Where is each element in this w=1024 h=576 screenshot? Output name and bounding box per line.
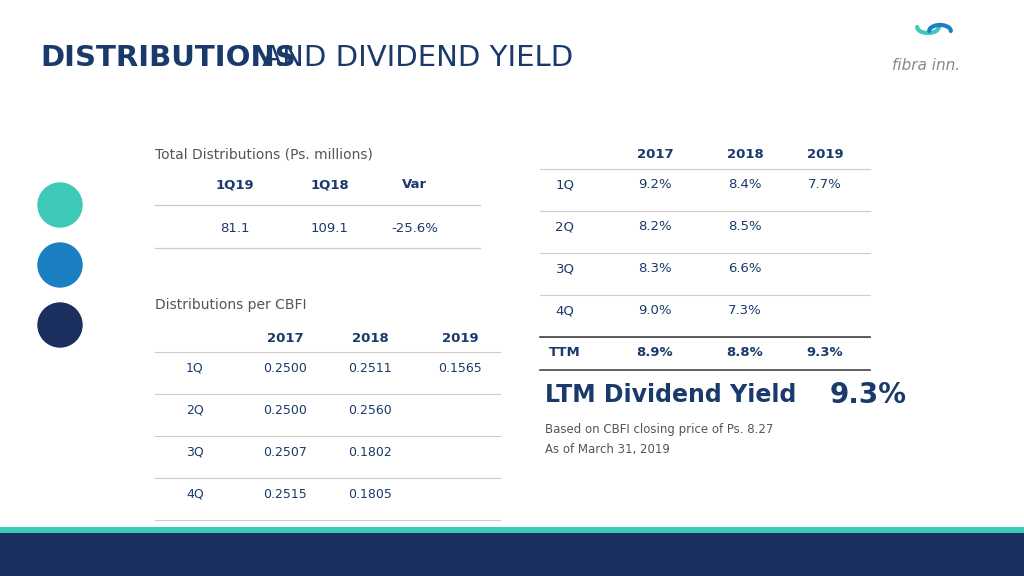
Text: 0.2511: 0.2511 bbox=[348, 362, 392, 374]
Text: Based on CBFI closing price of Ps. 8.27: Based on CBFI closing price of Ps. 8.27 bbox=[545, 423, 773, 437]
Text: 0.1802: 0.1802 bbox=[348, 445, 392, 458]
Text: 9.3%: 9.3% bbox=[830, 381, 907, 409]
Text: 0.2500: 0.2500 bbox=[263, 362, 307, 374]
Text: 3Q: 3Q bbox=[555, 263, 574, 275]
Text: 1Q18: 1Q18 bbox=[310, 179, 349, 191]
Text: 2019: 2019 bbox=[807, 149, 844, 161]
Text: -25.6%: -25.6% bbox=[391, 222, 438, 234]
Text: DISTRIBUTIONS: DISTRIBUTIONS bbox=[40, 44, 296, 72]
Text: 9.0%: 9.0% bbox=[638, 305, 672, 317]
Text: 2018: 2018 bbox=[351, 332, 388, 344]
Text: fibra inn.: fibra inn. bbox=[892, 58, 961, 73]
Ellipse shape bbox=[38, 183, 82, 227]
Text: 2Q: 2Q bbox=[555, 221, 574, 233]
Text: 0.2507: 0.2507 bbox=[263, 445, 307, 458]
Text: 0.2560: 0.2560 bbox=[348, 404, 392, 416]
Text: 2017: 2017 bbox=[266, 332, 303, 344]
Text: Distributions per CBFI: Distributions per CBFI bbox=[155, 298, 306, 312]
Text: Conference Call, April 29, 2019: Conference Call, April 29, 2019 bbox=[30, 547, 248, 559]
Text: 81.1: 81.1 bbox=[220, 222, 250, 234]
Bar bbox=[0, 527, 1024, 533]
Text: Total Distributions (Ps. millions): Total Distributions (Ps. millions) bbox=[155, 148, 373, 162]
Text: LTM Dividend Yield: LTM Dividend Yield bbox=[545, 383, 797, 407]
Text: 109.1: 109.1 bbox=[311, 222, 349, 234]
Text: 8.2%: 8.2% bbox=[638, 221, 672, 233]
Text: 0.1565: 0.1565 bbox=[438, 362, 482, 374]
Text: 1Q: 1Q bbox=[555, 179, 574, 191]
Text: 9.3%: 9.3% bbox=[807, 347, 844, 359]
Text: 7.7%: 7.7% bbox=[808, 179, 842, 191]
Ellipse shape bbox=[38, 303, 82, 347]
Text: As of March 31, 2019: As of March 31, 2019 bbox=[545, 444, 670, 457]
Text: 4: 4 bbox=[978, 544, 990, 562]
Text: Year: Year bbox=[181, 529, 208, 543]
Text: 2017: 2017 bbox=[637, 149, 674, 161]
Text: 1.0025: 1.0025 bbox=[263, 529, 307, 543]
Text: 4Q: 4Q bbox=[186, 487, 204, 501]
Text: 7.3%: 7.3% bbox=[728, 305, 762, 317]
Bar bbox=[0, 530, 1024, 576]
Text: 0.2515: 0.2515 bbox=[263, 487, 307, 501]
Text: 6.6%: 6.6% bbox=[728, 263, 762, 275]
Text: Var: Var bbox=[402, 179, 428, 191]
Text: 2019: 2019 bbox=[441, 332, 478, 344]
Text: 0.8224: 0.8224 bbox=[348, 529, 392, 543]
Text: 2Q: 2Q bbox=[186, 404, 204, 416]
Text: 9.2%: 9.2% bbox=[638, 179, 672, 191]
Text: 3Q: 3Q bbox=[186, 445, 204, 458]
Text: 8.9%: 8.9% bbox=[637, 347, 674, 359]
Text: 2018: 2018 bbox=[727, 149, 763, 161]
Text: 0.2500: 0.2500 bbox=[263, 404, 307, 416]
Text: 8.4%: 8.4% bbox=[728, 179, 762, 191]
Ellipse shape bbox=[38, 243, 82, 287]
Text: 1Q: 1Q bbox=[186, 362, 204, 374]
Text: 0.1805: 0.1805 bbox=[348, 487, 392, 501]
Text: 4Q: 4Q bbox=[556, 305, 574, 317]
Text: 1Q19: 1Q19 bbox=[216, 179, 254, 191]
Text: TTM: TTM bbox=[549, 347, 581, 359]
Text: 8.8%: 8.8% bbox=[727, 347, 763, 359]
Text: 8.3%: 8.3% bbox=[638, 263, 672, 275]
Text: AND DIVIDEND YIELD: AND DIVIDEND YIELD bbox=[253, 44, 573, 72]
Text: 8.5%: 8.5% bbox=[728, 221, 762, 233]
